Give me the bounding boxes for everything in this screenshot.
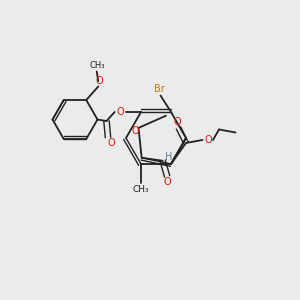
- Text: O: O: [107, 138, 115, 148]
- Text: CH₃: CH₃: [89, 61, 104, 70]
- Text: O: O: [95, 76, 103, 85]
- Text: CH₃: CH₃: [133, 185, 149, 194]
- Text: O: O: [204, 135, 212, 145]
- Text: O: O: [164, 177, 172, 187]
- Text: H: H: [165, 152, 172, 162]
- Text: Br: Br: [154, 84, 164, 94]
- Text: O: O: [116, 107, 124, 117]
- Text: O: O: [131, 126, 139, 136]
- Text: O: O: [173, 117, 181, 127]
